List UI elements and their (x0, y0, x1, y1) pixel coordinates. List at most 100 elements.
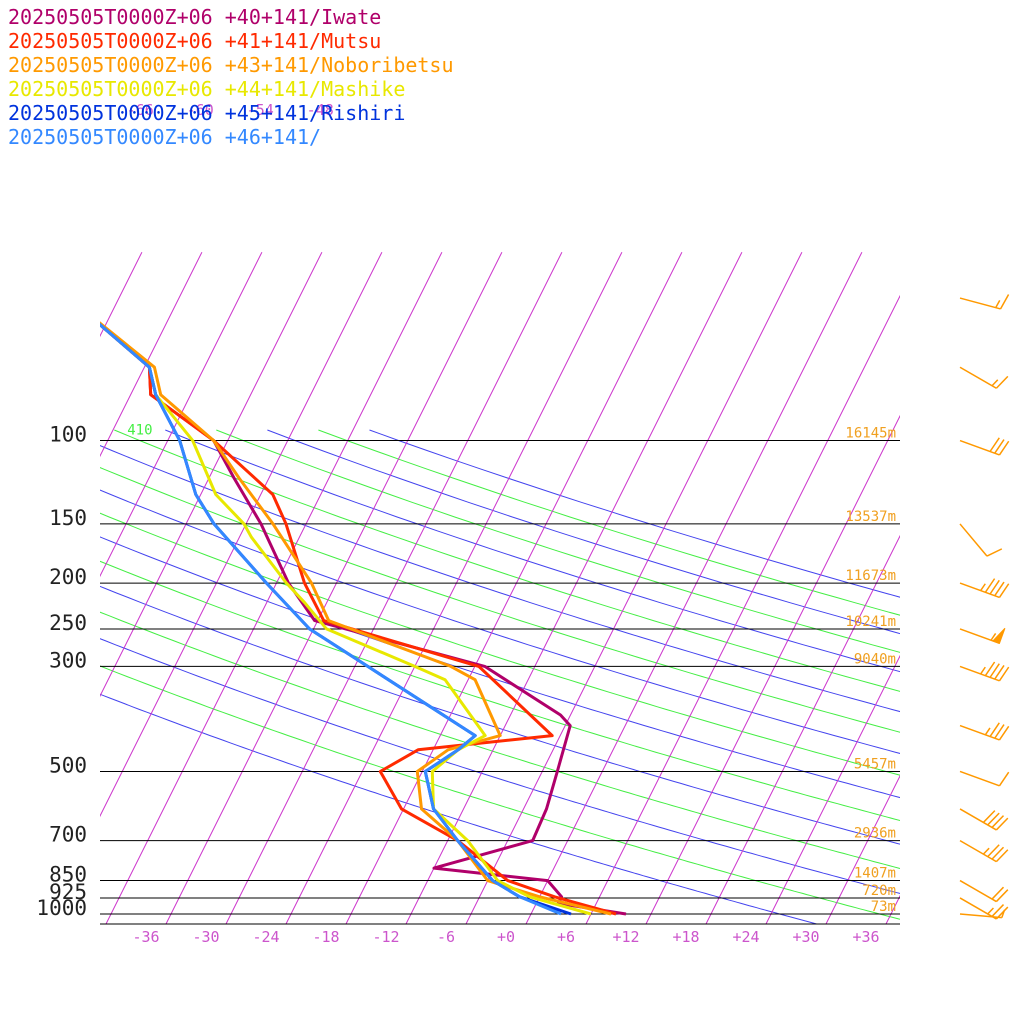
wind-barb (959, 897, 1009, 920)
isotherm-line (645, 414, 900, 924)
isotherm-line (465, 251, 803, 924)
height-label: 11673m (845, 568, 896, 584)
pressure-label: 150 (49, 506, 87, 530)
wind-barbs (959, 294, 1010, 920)
series-line (100, 322, 562, 916)
wind-barb (959, 437, 1010, 456)
x-tick-label: +6 (557, 928, 575, 946)
wind-barb (959, 879, 1009, 903)
pressure-label: 850 (49, 863, 87, 887)
theta-line (100, 467, 900, 733)
isotherm-line (225, 251, 563, 924)
pressure-label: 700 (49, 823, 87, 847)
isotherm-line (525, 251, 863, 924)
x-tick-label: +30 (792, 928, 819, 946)
x-tick-label: -36 (132, 928, 159, 946)
isotherm-line (705, 534, 900, 924)
pressure-label: 925 (49, 880, 87, 904)
isotherm-line (345, 251, 683, 924)
theta-lines (100, 429, 900, 924)
legend-item: 20250505T0000Z+06 +41+141/Mutsu (8, 29, 381, 53)
legend-item: 20250505T0000Z+06 +43+141/Noboribetsu (8, 53, 454, 77)
temp-label: -54 (247, 101, 274, 119)
legend-item: 20250505T0000Z+06 +40+141/Iwate (8, 5, 381, 29)
pressure-label: 250 (49, 611, 87, 635)
wind-barb (959, 839, 1009, 863)
x-tick-label: +18 (672, 928, 699, 946)
isotherm-lines (0, 251, 900, 933)
legend-item: 20250505T0000Z+06 +45+141/Rishiri (8, 101, 405, 125)
wind-barb (959, 578, 1010, 599)
theta-line (100, 611, 900, 869)
x-tick-label: -24 (252, 928, 279, 946)
height-label: 13537m (845, 509, 896, 525)
wind-barb (959, 661, 1010, 682)
isotherm-line (100, 251, 323, 698)
height-label: 9040m (854, 651, 896, 667)
theta-line (267, 429, 900, 635)
pressure-label: 200 (49, 565, 87, 589)
x-tick-label: +36 (852, 928, 879, 946)
temp-label: -60 (187, 101, 214, 119)
height-label: 5457m (854, 756, 896, 772)
wind-barb (959, 770, 1010, 787)
theta-line (165, 429, 900, 673)
height-label: 73m (871, 899, 896, 915)
legend-item: 20250505T0000Z+06 +46+141/ (8, 125, 321, 149)
x-tick-label: -12 (372, 928, 399, 946)
theta-line (100, 585, 900, 845)
x-tick-label: -18 (312, 928, 339, 946)
theta-line (216, 429, 900, 653)
isotherm-line (285, 251, 623, 924)
wind-barb (959, 722, 1010, 741)
theta-line (100, 665, 900, 920)
theta-label: 410 (127, 423, 152, 439)
x-tick-label: -6 (437, 928, 455, 946)
height-label: 10241m (845, 614, 896, 630)
theta-line (100, 489, 900, 754)
wind-barb (959, 627, 1006, 645)
x-tick-label: +0 (497, 928, 515, 946)
axis-labels: 100 16145m 150 13537m 200 11673m 250 10241m 300 9… (36, 101, 896, 946)
isotherm-line (165, 251, 503, 924)
isotherm-line (0, 252, 22, 933)
isotherm-line (585, 294, 900, 924)
isotherm-line (100, 251, 263, 578)
series-line (100, 322, 592, 916)
wind-barb (959, 366, 1009, 389)
series-line (100, 322, 617, 916)
theta-line (100, 693, 819, 924)
isotherm-line (100, 251, 383, 818)
theta-line (114, 429, 900, 692)
pressure-label: 1000 (36, 896, 87, 920)
series-line (100, 322, 572, 916)
theta-line (100, 445, 900, 713)
theta-line (100, 512, 900, 776)
height-label: 2936m (854, 826, 896, 842)
legend-item: 20250505T0000Z+06 +44+141/Mashike (8, 77, 405, 101)
theta-line (100, 560, 900, 822)
height-label: 16145m (845, 426, 896, 442)
isotherm-line (405, 251, 743, 924)
legend: 20250505T0000Z+06 +40+141/Iwate20250505T… (8, 5, 454, 149)
theta-line (318, 429, 900, 616)
wind-barb (959, 808, 1009, 831)
pressure-label: 300 (49, 648, 87, 672)
temp-label: -66 (127, 101, 154, 119)
wind-barb (959, 294, 1010, 310)
wind-barb (959, 523, 1003, 557)
isotherm-line (105, 251, 443, 924)
temp-label: -48 (307, 101, 334, 119)
x-tick-label: -30 (192, 928, 219, 946)
isotherm-line (100, 251, 203, 458)
height-label: 1407m (854, 866, 896, 882)
pressure-label: 500 (49, 753, 87, 777)
x-tick-label: +24 (732, 928, 759, 946)
height-label: 720m (862, 883, 896, 899)
temperature-profiles (100, 321, 627, 916)
x-tick-label: +12 (612, 928, 639, 946)
theta-line (100, 536, 900, 799)
isotherm-line (825, 774, 900, 924)
pressure-label: 100 (49, 423, 87, 447)
